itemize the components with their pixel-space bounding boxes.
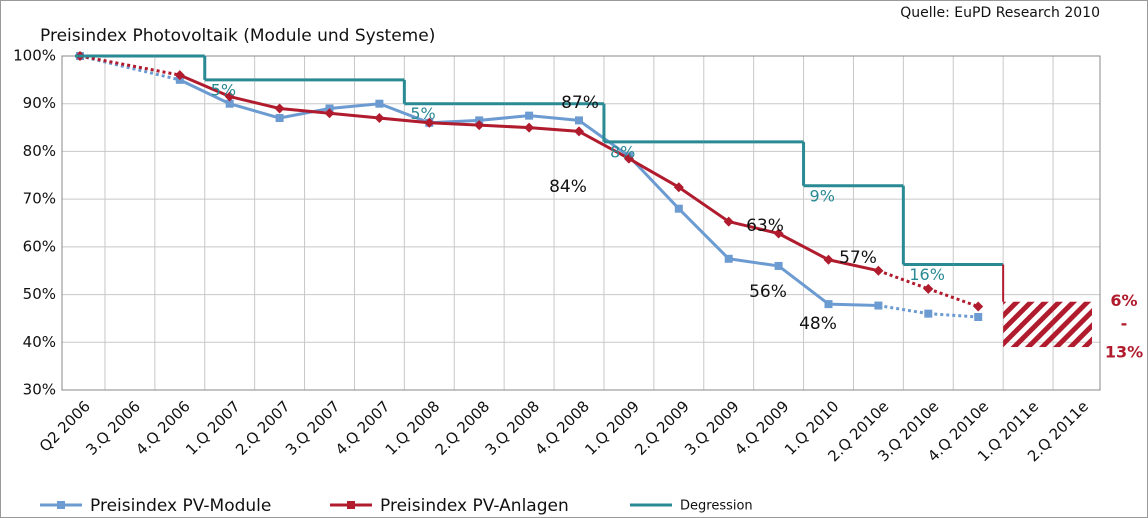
y-tick-label: 100%: [13, 47, 56, 65]
line-segment: [279, 107, 330, 120]
marker: [673, 182, 684, 193]
line-segment: [179, 78, 231, 106]
marker: [524, 122, 535, 133]
line-segment: [528, 126, 580, 133]
line-segment: [479, 123, 530, 130]
annotation: 84%: [549, 177, 587, 197]
annotation: 56%: [749, 282, 787, 302]
y-tick-label: 50%: [23, 285, 56, 303]
legend-label: Preisindex PV-Module: [90, 496, 271, 516]
line-segment: [429, 121, 480, 127]
marker: [224, 91, 235, 102]
chart-title: Preisindex Photovoltaik (Module und Syst…: [40, 26, 435, 46]
step-label: 9%: [810, 186, 835, 205]
line-segment: [229, 102, 281, 120]
line-segment: [79, 54, 181, 82]
marker: [374, 113, 385, 124]
line-segment: [777, 264, 830, 306]
marker: [525, 111, 534, 120]
y-tick-label: 40%: [23, 333, 56, 351]
marker: [575, 116, 583, 125]
y-tick-label: 60%: [23, 237, 56, 255]
annotation: 63%: [746, 216, 784, 236]
marker: [623, 153, 634, 164]
line-segment: [279, 106, 330, 115]
line-segment: [528, 114, 580, 122]
y-tick-label: 80%: [23, 142, 56, 160]
line-segment: [828, 302, 879, 308]
line-segment: [628, 157, 680, 189]
legend-label: Degression: [680, 499, 753, 514]
marker: [275, 114, 284, 123]
marker: [973, 301, 984, 312]
forecast-label: 13%: [1105, 343, 1143, 362]
line-segment: [329, 102, 380, 110]
forecast-label: -: [1121, 314, 1128, 333]
line-segment: [828, 258, 879, 273]
step-label: 16%: [909, 265, 945, 284]
line-segment: [728, 257, 779, 268]
line-segment: [79, 54, 181, 77]
legend-marker: [57, 501, 65, 509]
y-tick-label: 30%: [23, 381, 56, 399]
line-segment: [229, 95, 280, 110]
marker: [823, 254, 834, 265]
marker: [324, 108, 335, 119]
line-segment: [878, 304, 929, 316]
step-label: 5%: [211, 80, 236, 99]
line-segment: [379, 116, 430, 125]
forecast-range: [1003, 301, 1092, 348]
forecast-label: 6%: [1110, 291, 1137, 310]
line-segment: [677, 207, 730, 260]
marker: [974, 312, 983, 321]
line-segment: [578, 130, 630, 160]
line-segment: [479, 114, 530, 122]
line-segment: [378, 102, 430, 125]
marker: [174, 70, 185, 81]
marker: [873, 265, 884, 276]
annotation: 87%: [561, 93, 599, 113]
marker: [773, 228, 784, 239]
line-segment: [179, 73, 231, 98]
line-segment: [329, 111, 380, 120]
step-label: 8%: [610, 142, 635, 161]
source: Quelle: EuPD Research 2010: [900, 5, 1100, 21]
plot-border: [61, 55, 1101, 391]
step-label: 5%: [410, 104, 435, 123]
marker: [375, 99, 384, 108]
marker: [225, 99, 234, 108]
marker: [674, 204, 683, 213]
marker: [923, 283, 934, 294]
y-tick-label: 70%: [23, 190, 56, 208]
legend-label: Preisindex PV-Anlagen: [380, 496, 569, 516]
line-segment: [877, 269, 929, 291]
line-segment: [927, 287, 979, 308]
marker: [924, 309, 933, 318]
marker: [724, 254, 733, 263]
legend-marker: [347, 501, 355, 509]
line-segment: [928, 312, 979, 319]
marker: [424, 117, 435, 128]
marker: [474, 120, 485, 131]
marker: [723, 216, 734, 227]
line-segment: [677, 185, 730, 223]
marker: [274, 103, 285, 114]
marker: [774, 261, 783, 270]
marker: [874, 301, 883, 310]
line-segment: [777, 232, 830, 262]
line-segment: [728, 220, 779, 235]
marker: [574, 126, 584, 137]
marker: [824, 300, 833, 309]
annotation: 57%: [839, 248, 877, 268]
annotation: 48%: [799, 314, 837, 334]
y-tick-label: 90%: [23, 94, 56, 112]
